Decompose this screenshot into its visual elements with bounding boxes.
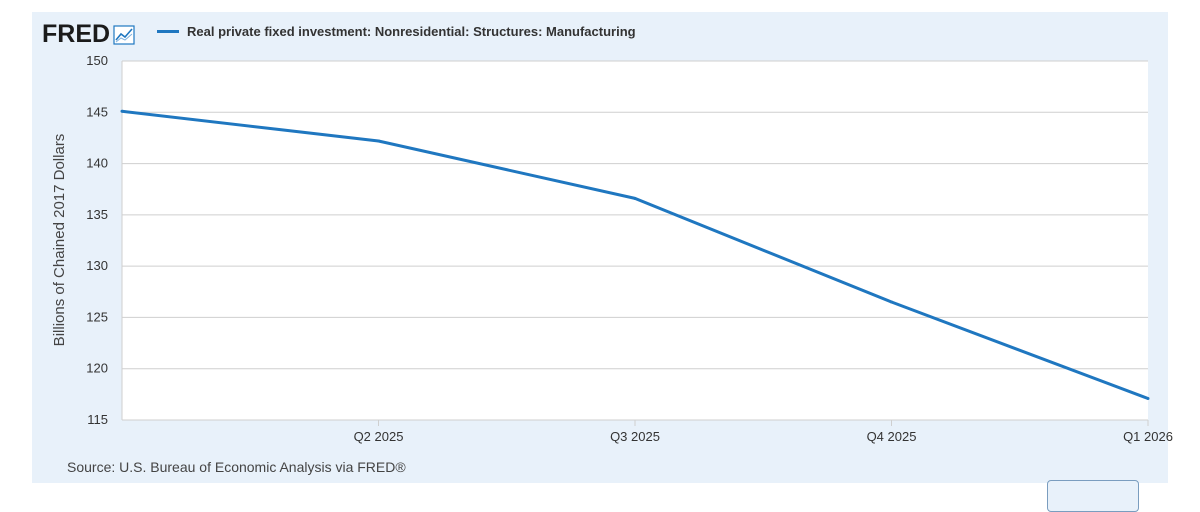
y-tick-label: 145 <box>86 104 108 119</box>
legend-swatch <box>157 30 179 33</box>
x-tick-label: Q1 2026 <box>1123 429 1173 444</box>
data-point[interactable] <box>890 300 893 304</box>
x-tick-label: Q4 2025 <box>867 429 917 444</box>
data-point[interactable] <box>377 139 380 143</box>
data-point[interactable] <box>120 109 124 113</box>
y-tick-label: 150 <box>86 53 108 68</box>
data-point[interactable] <box>1146 396 1150 400</box>
y-tick-label: 140 <box>86 156 108 171</box>
partial-button[interactable] <box>1047 480 1139 512</box>
fred-logo-text: FRED <box>42 20 111 48</box>
plot-area <box>122 61 1148 420</box>
chart-line-icon <box>113 24 135 45</box>
fred-logo[interactable]: FRED <box>42 20 135 49</box>
y-tick-label: 120 <box>86 361 108 376</box>
y-tick-label: 115 <box>87 412 108 427</box>
y-tick-label: 130 <box>86 258 108 273</box>
legend: Real private fixed investment: Nonreside… <box>157 24 636 39</box>
x-tick-label: Q3 2025 <box>610 429 660 444</box>
x-tick-label: Q2 2025 <box>354 429 404 444</box>
legend-series-label: Real private fixed investment: Nonreside… <box>187 24 636 39</box>
y-tick-label: 125 <box>86 309 108 324</box>
y-tick-label: 135 <box>86 207 108 222</box>
y-axis-title: Billions of Chained 2017 Dollars <box>51 134 68 347</box>
source-note: Source: U.S. Bureau of Economic Analysis… <box>67 459 406 475</box>
data-point[interactable] <box>633 196 637 200</box>
line-chart: 115 120 125 130 135 140 145 150 Q2 2025 Q3 2025 Q… <box>51 53 1173 444</box>
